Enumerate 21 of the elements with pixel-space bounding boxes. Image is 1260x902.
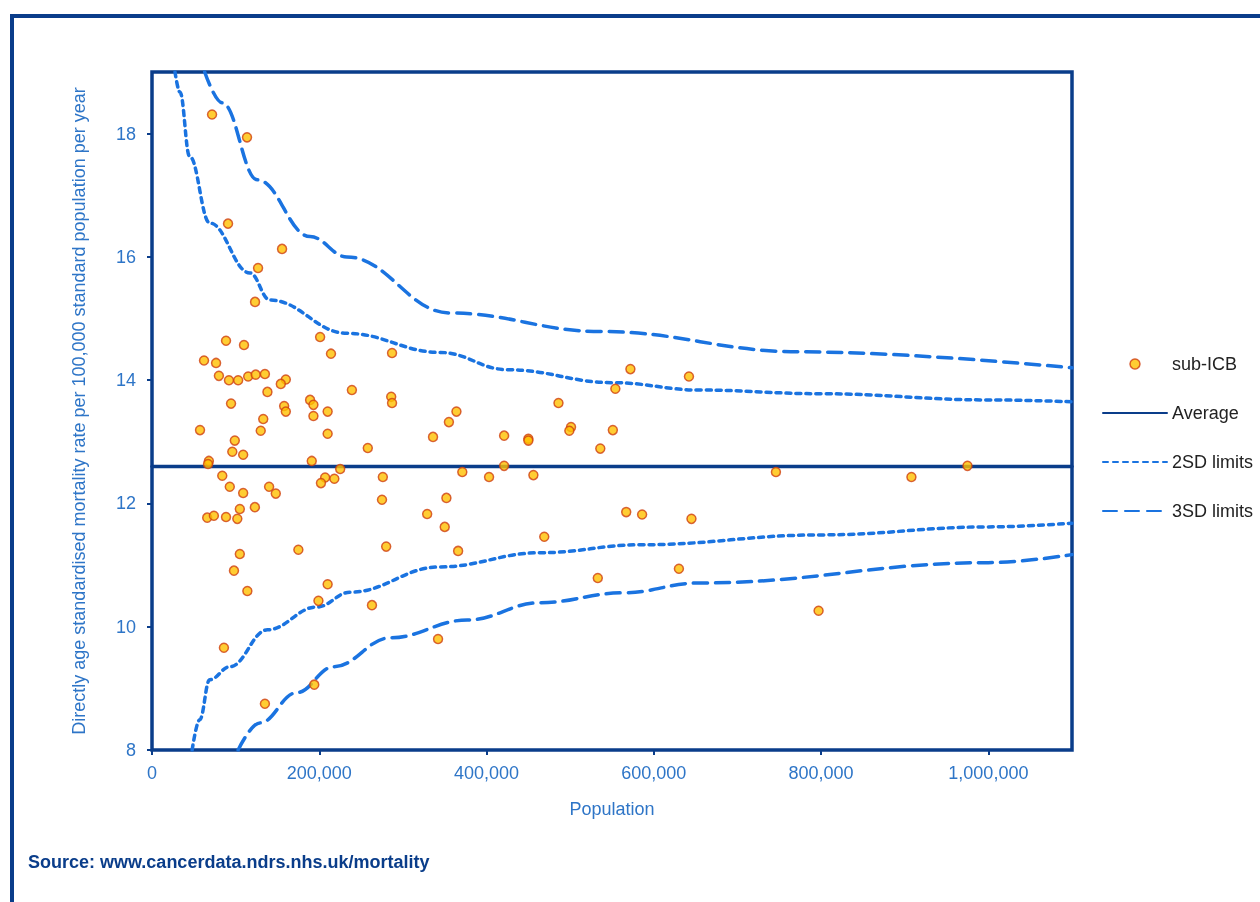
x-axis-title: Population [569,799,655,819]
y-tick-label: 8 [125,740,136,760]
y-tick-label: 12 [115,493,136,514]
x-tick-label: 1,000,000 [948,763,1029,783]
y-tick-label: 10 [115,616,136,637]
y-tick-label: 16 [115,246,136,267]
y-tick-label: 14 [115,370,136,391]
line-series [190,521,1074,752]
x-tick-label: 200,000 [286,763,352,783]
x-tick-label: 400,000 [454,763,520,783]
y-tick-label: 18 [115,123,136,144]
y-axis-title: Directly age standardised mortality rate per 100,000 standard population per year [69,87,89,735]
x-tick-label: 800,000 [788,763,854,783]
line-series [236,552,1074,752]
legend-label: 3SD limits [1171,501,1254,521]
source-note: Source: www.cancerdata.ndrs.nhs.uk/mortality [28,852,430,872]
x-tick-label: 0 [146,763,158,783]
x-tick-label: 600,000 [621,763,687,783]
legend-label: 2SD limits [1171,452,1254,472]
legend-label: Average [1171,403,1239,423]
legend-label: sub-ICB [1171,354,1238,374]
